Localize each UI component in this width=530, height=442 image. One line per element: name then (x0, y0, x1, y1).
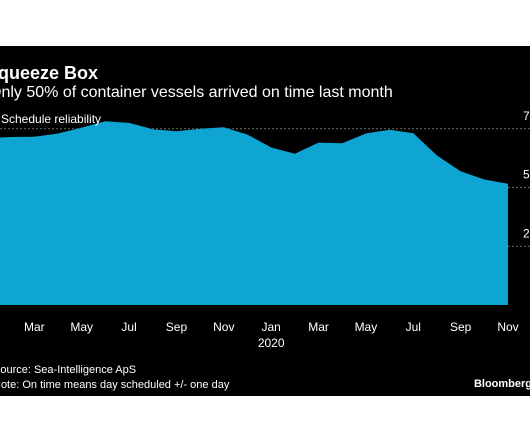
x-tick-label: Nov (213, 320, 234, 334)
y-tick-label: 25 (523, 226, 530, 240)
brand-logo: Bloomberg (473, 378, 530, 390)
legend: Schedule reliability (0, 112, 101, 126)
area-chart: 75%5025 Jan2019MarMayJulSepNovJan2020Mar… (0, 109, 530, 350)
area-series (0, 121, 508, 305)
schedule-reliability-area (0, 121, 508, 305)
source-note: Source: Sea-Intelligence ApS (0, 364, 137, 376)
footnote: Note: On time means day scheduled +/- on… (0, 379, 230, 391)
chart-subtitle: Only 50% of container vessels arrived on… (0, 84, 393, 101)
x-tick-label: May (355, 320, 378, 334)
x-tick-label: Jul (406, 320, 421, 334)
x-tick-label: May (70, 320, 93, 334)
y-axis-ticks: 75% 50 25 (523, 109, 530, 241)
x-tick-label: Jul (121, 320, 136, 334)
x-axis-ticks: Jan2019MarMayJulSepNovJan2020MarMayJulSe… (0, 320, 519, 350)
x-tick-label: Sep (450, 320, 472, 334)
chart-canvas: 75%5025 Jan2019MarMayJulSepNovJan2020Mar… (0, 46, 530, 396)
y-tick-label: 50 (523, 168, 530, 182)
y-tick-label: 75% (523, 109, 530, 123)
x-tick-year: 2020 (258, 336, 285, 350)
x-tick-label: Mar (24, 320, 45, 334)
x-tick-label: Sep (166, 320, 188, 334)
x-tick-label: Mar (308, 320, 329, 334)
x-tick-year: 2019 (0, 336, 1, 350)
legend-label: Schedule reliability (1, 112, 102, 126)
x-tick-label: Nov (497, 320, 518, 334)
x-tick-label: Jan (262, 320, 281, 334)
chart-title: Squeeze Box (0, 63, 99, 83)
